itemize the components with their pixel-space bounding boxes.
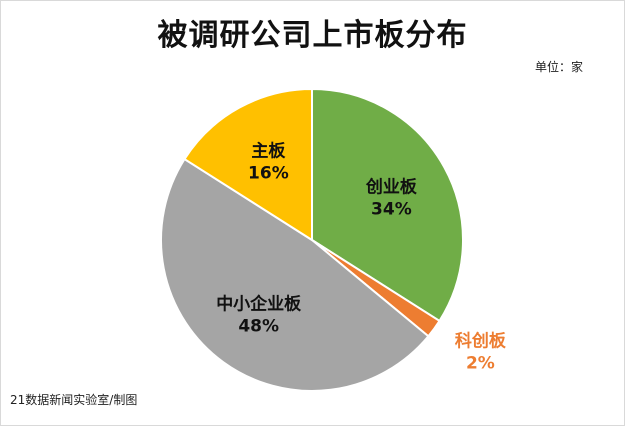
slice-category-label: 创业板 [365,176,418,197]
slice-value-label: 34% [371,199,412,219]
slice-category-label: 主板 [251,141,286,162]
slice-category-label: 中小企业板 [216,293,302,314]
unit-label: 单位：家 [534,60,583,74]
slice-value-label: 48% [238,316,279,336]
slice-category-label: 科创板 [455,330,507,351]
pie-slice-zhuban [183,87,313,242]
slice-value-label: 2% [466,353,495,373]
slice-value-label: 16% [248,164,289,184]
source-note: 21数据新闻实验室/制图 [10,393,138,407]
pie-slice-zhongxiao [160,157,430,392]
chart-title: 被调研公司上市板分布 [157,18,468,53]
